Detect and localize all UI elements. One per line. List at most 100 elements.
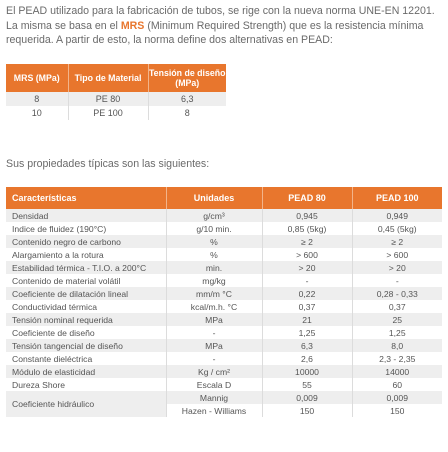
table-row: 10 PE 100 8 <box>6 106 226 120</box>
table-row: Módulo de elasticidad Kg / cm² 10000 140… <box>6 365 442 378</box>
property-unit: Mannig <box>166 391 263 404</box>
pead-100-value: 14000 <box>352 365 442 378</box>
pead-80-value: > 600 <box>262 248 353 261</box>
table-row: Alargamiento a la rotura % > 600 > 600 <box>6 248 442 261</box>
pead-80-value: 0,945 <box>262 209 353 222</box>
table-row: Dureza Shore Escala D 55 60 <box>6 378 442 391</box>
table-row: Hazen - Williams 150 150 <box>6 404 442 417</box>
pead-80-value: 0,009 <box>262 391 353 404</box>
pead-80-value: 0,37 <box>262 300 353 313</box>
table-row: Tensión tangencial de diseño MPa 6,3 8,0 <box>6 339 442 352</box>
property-unit: Kg / cm² <box>166 365 263 378</box>
table-row: Tensión nominal requerida MPa 21 25 <box>6 313 442 326</box>
pead-100-value: 2,3 - 2,35 <box>352 352 442 365</box>
pead-100-value: 0,28 - 0,33 <box>352 287 442 300</box>
pead-100-value: 60 <box>352 378 442 391</box>
property-unit: % <box>166 235 263 248</box>
mrs-header-mrs: MRS (MPa) <box>6 64 69 92</box>
property-unit: % <box>166 248 263 261</box>
table-row: Coeficiente hidráulico Mannig 0,009 0,00… <box>6 391 442 417</box>
table-row: Coeficiente de diseño - 1,25 1,25 <box>6 326 442 339</box>
pead-80-value: 10000 <box>262 365 353 378</box>
table-row: Constante dieléctrica - 2,6 2,3 - 2,35 <box>6 352 442 365</box>
pead-80-value: 2,6 <box>262 352 353 365</box>
properties-table: Características Unidades PEAD 80 PEAD 10… <box>6 187 442 417</box>
properties-subtitle: Sus propiedades típicas son las siguient… <box>6 158 210 170</box>
properties-table-header: Características Unidades PEAD 80 PEAD 10… <box>6 187 442 209</box>
property-unit: mm/m °C <box>166 287 263 300</box>
pead-80-value: 0,85 (5kg) <box>262 222 353 235</box>
table-cell: PE 80 <box>68 92 149 106</box>
table-row: Densidad g/cm³ 0,945 0,949 <box>6 209 442 222</box>
header-pead-80: PEAD 80 <box>262 187 353 209</box>
pead-80-value: > 20 <box>262 261 353 274</box>
property-name: Constante dieléctrica <box>6 352 167 365</box>
pead-80-value: - <box>262 274 353 287</box>
table-cell: 8 <box>148 106 226 120</box>
pead-100-value: > 20 <box>352 261 442 274</box>
header-caracteristicas: Características <box>6 187 167 209</box>
pead-100-value: 0,45 (5kg) <box>352 222 442 235</box>
pead-100-value: 25 <box>352 313 442 326</box>
property-name: Dureza Shore <box>6 378 167 391</box>
property-unit: min. <box>166 261 263 274</box>
table-row: 8 PE 80 6,3 <box>6 92 226 106</box>
property-unit: Escala D <box>166 378 263 391</box>
mrs-header-tension: Tensión de diseño (MPa) <box>148 64 226 92</box>
table-row: Estabilidad térmica - T.I.O. a 200°C min… <box>6 261 442 274</box>
table-cell: 8 <box>6 92 69 106</box>
property-name: Indice de fluidez (190°C) <box>6 222 167 235</box>
property-unit: - <box>166 326 263 339</box>
property-unit: g/cm³ <box>166 209 263 222</box>
table-row: Contenido negro de carbono % ≥ 2 ≥ 2 <box>6 235 442 248</box>
property-unit: g/10 min. <box>166 222 263 235</box>
property-name: Módulo de elasticidad <box>6 365 167 378</box>
pead-80-value: 150 <box>262 404 353 417</box>
property-name: Coeficiente de diseño <box>6 326 167 339</box>
property-name: Tensión nominal requerida <box>6 313 167 326</box>
property-unit: MPa <box>166 339 263 352</box>
pead-100-value: 0,009 <box>352 391 442 404</box>
property-name: Alargamiento a la rotura <box>6 248 167 261</box>
property-name: Contenido negro de carbono <box>6 235 167 248</box>
pead-80-value: 0,22 <box>262 287 353 300</box>
mrs-table: MRS (MPa) Tipo de Material Tensión de di… <box>6 64 226 120</box>
property-unit: kcal/m.h. °C <box>166 300 263 313</box>
property-name: Densidad <box>6 209 167 222</box>
pead-80-value: 1,25 <box>262 326 353 339</box>
pead-100-value: 0,949 <box>352 209 442 222</box>
property-unit: mg/kg <box>166 274 263 287</box>
pead-80-value: 55 <box>262 378 353 391</box>
property-name: Coeficiente de dilatación lineal <box>6 287 167 300</box>
pead-80-value: 6,3 <box>262 339 353 352</box>
table-row: Indice de fluidez (190°C) g/10 min. 0,85… <box>6 222 442 235</box>
pead-100-value: 8,0 <box>352 339 442 352</box>
mrs-header-material: Tipo de Material <box>68 64 149 92</box>
table-cell: 6,3 <box>148 92 226 106</box>
pead-100-value: - <box>352 274 442 287</box>
property-name: Estabilidad térmica - T.I.O. a 200°C <box>6 261 167 274</box>
pead-100-value: > 600 <box>352 248 442 261</box>
pead-80-value: 21 <box>262 313 353 326</box>
property-unit: MPa <box>166 313 263 326</box>
table-cell: PE 100 <box>68 106 149 120</box>
pead-100-value: 0,37 <box>352 300 442 313</box>
pead-100-value: ≥ 2 <box>352 235 442 248</box>
table-row: Coeficiente de dilatación lineal mm/m °C… <box>6 287 442 300</box>
intro-text-2: (Minimum Required Strength) que es la re… <box>6 19 424 47</box>
property-name: Tensión tangencial de diseño <box>6 339 167 352</box>
intro-paragraph: El PEAD utilizado para la fabricación de… <box>6 4 442 48</box>
table-row: Contenido de material volátil mg/kg - - <box>6 274 442 287</box>
header-pead-100: PEAD 100 <box>352 187 442 209</box>
property-name: Contenido de material volátil <box>6 274 167 287</box>
header-unidades: Unidades <box>166 187 263 209</box>
pead-80-value: ≥ 2 <box>262 235 353 248</box>
mrs-table-header: MRS (MPa) Tipo de Material Tensión de di… <box>6 64 226 92</box>
pead-100-value: 1,25 <box>352 326 442 339</box>
pead-100-value: 150 <box>352 404 442 417</box>
property-unit: Hazen - Williams <box>166 404 263 417</box>
mrs-highlight: MRS <box>120 19 145 32</box>
table-cell: 10 <box>6 106 69 120</box>
property-unit: - <box>166 352 263 365</box>
intro-text-1: El PEAD utilizado para la fabricación de… <box>6 5 435 32</box>
